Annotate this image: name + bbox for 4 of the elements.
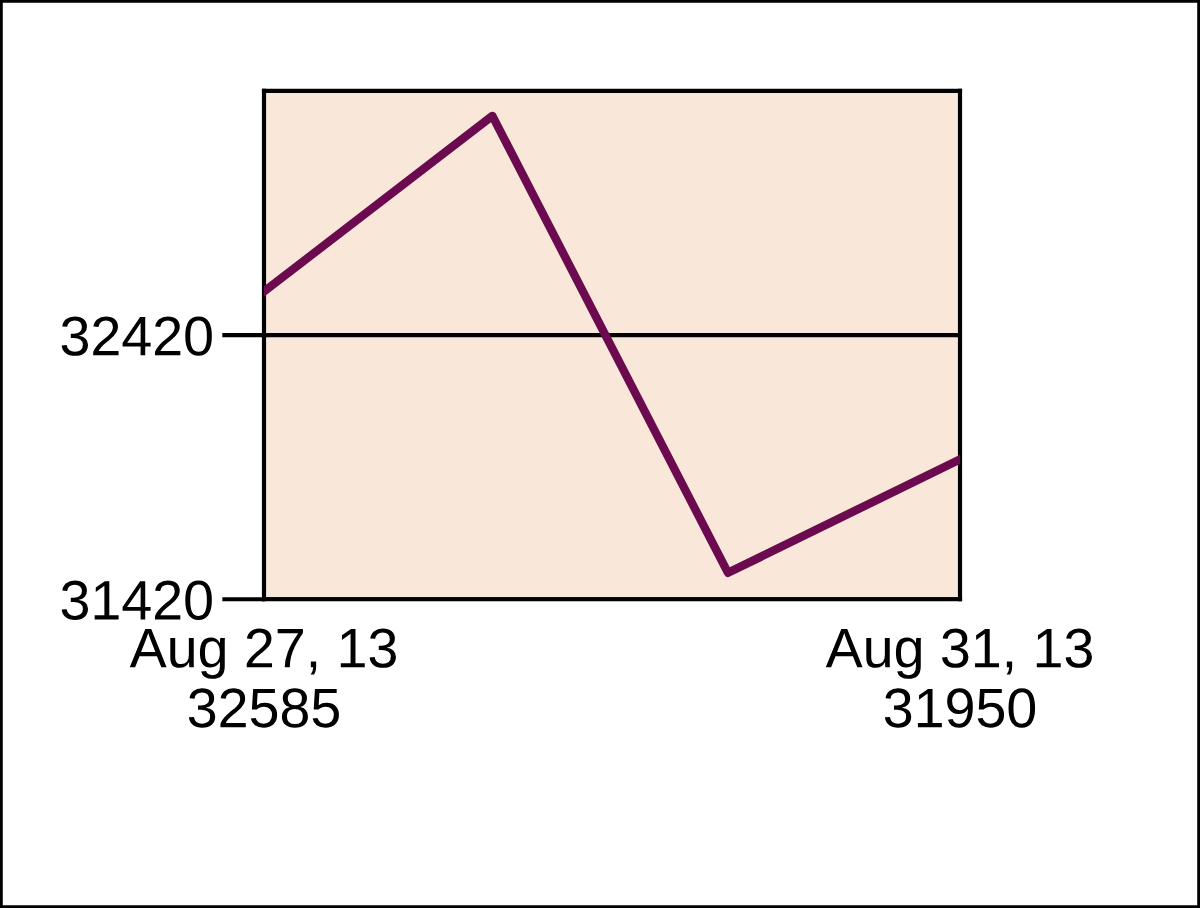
y-tick-label: 31420	[61, 580, 212, 620]
x-tick-label: Aug 27, 13 32585	[129, 628, 396, 728]
x-tick-label: Aug 31, 13 31950	[825, 628, 1092, 728]
y-tick-label: 32420	[61, 316, 212, 356]
